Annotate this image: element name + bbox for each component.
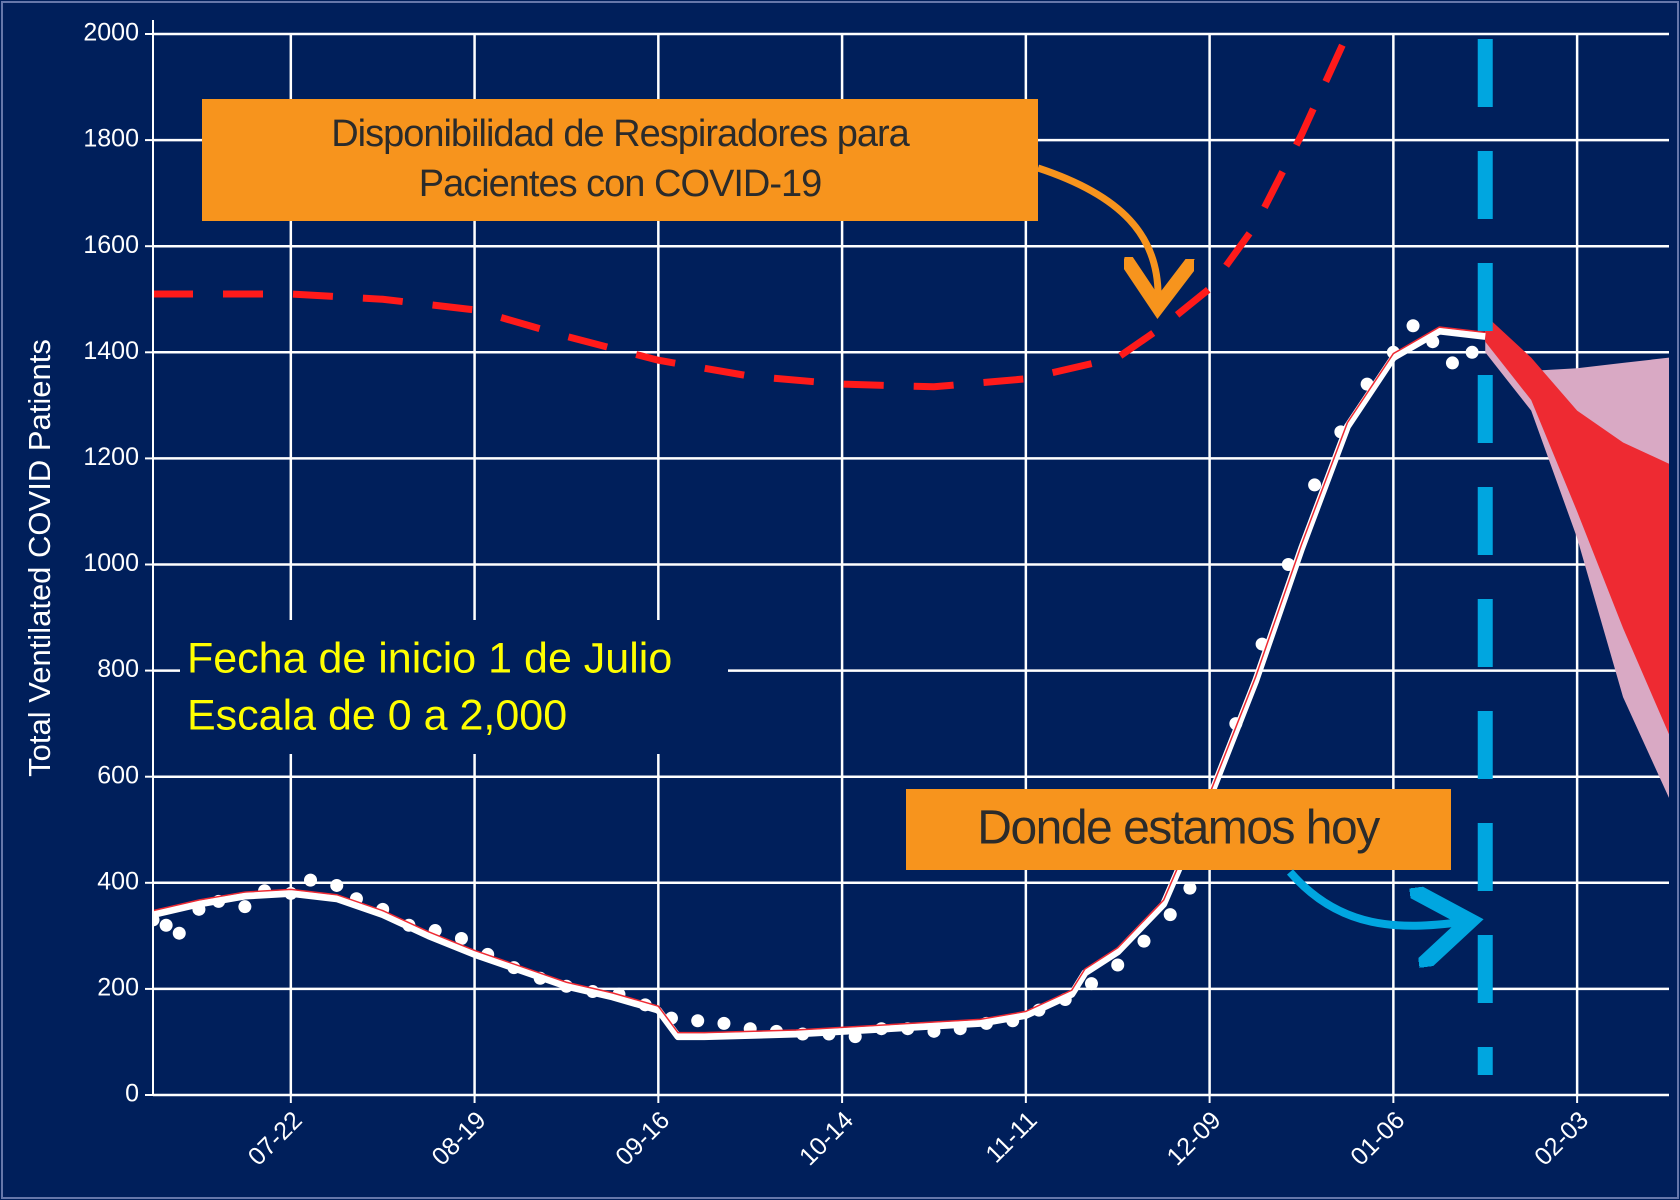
observed-point [1183, 881, 1197, 895]
annotation-text: Donde estamos hoy [977, 802, 1380, 855]
y-tick-label: 1400 [83, 337, 139, 365]
annotation-text: Pacientes con COVID-19 [419, 163, 822, 205]
observed-point [454, 932, 468, 946]
plot-area [153, 34, 1669, 1075]
projection-band [1485, 315, 1669, 798]
observed-point [1111, 958, 1125, 972]
y-axis-label: Total Ventilated COVID Patients [22, 339, 57, 777]
observed-point [1084, 977, 1098, 991]
annotation-text: Fecha de inicio 1 de Julio [187, 634, 672, 682]
observed-point [1308, 478, 1322, 492]
observed-point [1163, 908, 1177, 922]
annotation-capacity: Disponibilidad de Respiradores para Paci… [202, 99, 1158, 300]
y-tick-label: 2000 [83, 19, 139, 47]
observed-point [159, 918, 173, 932]
annotation-backdrop [180, 620, 728, 754]
model-line [153, 327, 1486, 1041]
y-tick-label: 400 [97, 867, 139, 895]
y-tick-label: 1000 [83, 549, 139, 577]
y-tick-label: 0 [125, 1080, 139, 1108]
annotation-today: Donde estamos hoy [906, 789, 1462, 926]
observed-point [304, 873, 318, 887]
observed-point [330, 878, 344, 892]
y-tick-label: 600 [97, 761, 139, 789]
annotation-box [202, 99, 1038, 221]
observed-point [238, 900, 252, 914]
annotation-arrow [1036, 164, 1158, 300]
y-tick-label: 200 [97, 974, 139, 1002]
observed-point [1445, 356, 1459, 370]
annotation-text: Disponibilidad de Respiradores para [331, 113, 910, 155]
y-tick-label: 1200 [83, 443, 139, 471]
y-tick-label: 1600 [83, 231, 139, 259]
observed-point [691, 1014, 705, 1028]
y-tick-label: 1800 [83, 125, 139, 153]
capacity-line [153, 34, 1351, 391]
observed-point [172, 926, 186, 940]
observed-point [717, 1016, 731, 1030]
annotation-box [906, 789, 1451, 870]
annotation-arrow [1286, 869, 1462, 926]
y-tick-label: 800 [97, 655, 139, 683]
annotation-text: Escala de 0 a 2,000 [187, 691, 567, 739]
model-line-outline [153, 326, 1486, 1034]
observed-point [1406, 319, 1420, 333]
projection-band [1485, 315, 1669, 735]
observed-point [1137, 934, 1151, 948]
observed-point [1465, 345, 1479, 359]
